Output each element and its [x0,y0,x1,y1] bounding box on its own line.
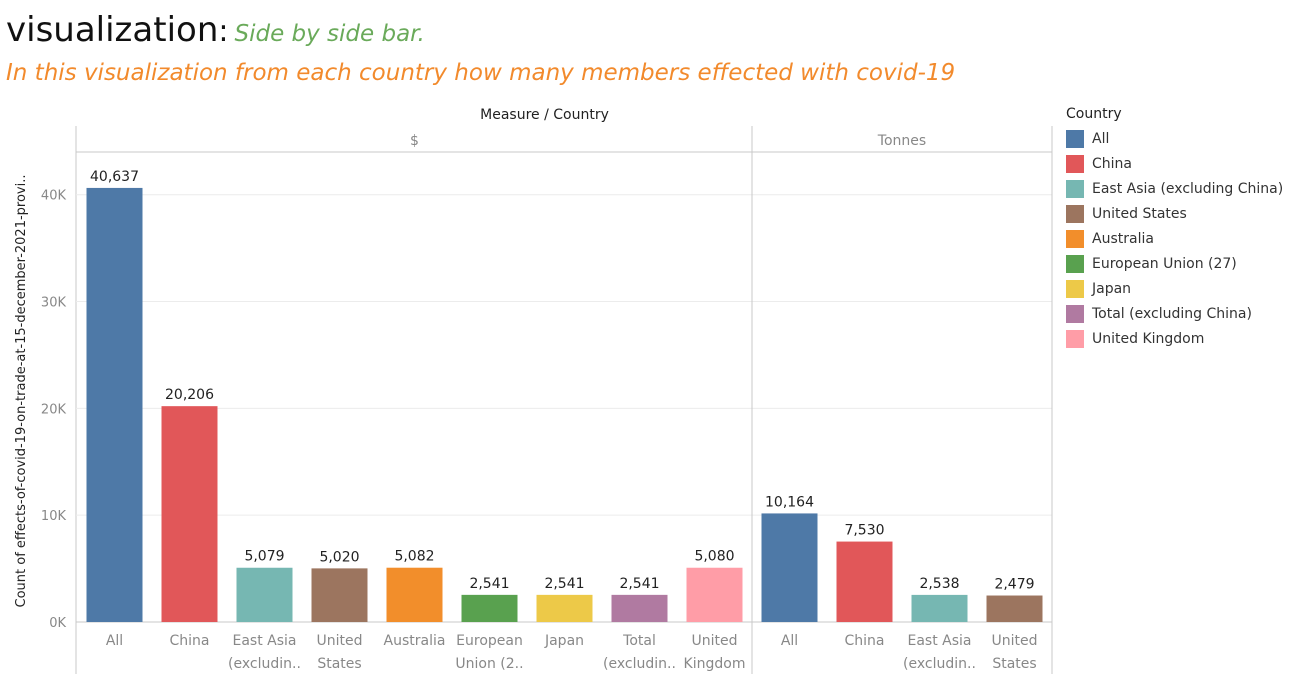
legend-item[interactable]: East Asia (excluding China) [1066,176,1283,201]
x-tick-label: All [106,633,123,649]
legend-swatch [1066,229,1084,248]
bar-australia [386,567,443,622]
y-tick-label: 30K [41,296,67,311]
bar-total-excluding-china- [611,594,668,622]
bar-east-asia-excluding-china- [911,594,968,622]
x-tick-label: China [845,633,885,649]
data-label: 40,637 [90,169,139,185]
x-tick-label: Australia [384,633,446,649]
legend-swatch [1066,154,1084,173]
legend-item[interactable]: Japan [1066,276,1283,301]
y-tick-label: 0K [49,616,66,631]
data-label: 5,082 [394,549,434,565]
x-tick-label: United [692,633,738,649]
legend-item[interactable]: Total (excluding China) [1066,301,1283,326]
x-tick-label: States [992,656,1036,672]
y-axis-label: Count of effects-of-covid-19-on-trade-at… [14,175,29,608]
x-tick-label: All [781,633,798,649]
data-label: 2,541 [469,576,509,592]
x-tick-label: (excludin.. [228,656,301,672]
legend-item[interactable]: China [1066,151,1283,176]
x-tick-label: European [456,633,523,649]
data-label: 5,079 [244,549,284,565]
legend: Country All China East Asia (excluding Chi… [1066,106,1283,351]
legend-swatch [1066,279,1084,298]
x-tick-label: East Asia [233,633,297,649]
x-tick-label: (excludin.. [603,656,676,672]
legend-label: Australia [1092,230,1154,247]
legend-label: China [1092,155,1132,172]
x-tick-label: (excludin.. [903,656,976,672]
bar-united-states [311,568,368,622]
legend-swatch [1066,329,1084,348]
legend-swatch [1066,304,1084,323]
data-label: 2,538 [919,576,959,592]
page-title: visualization [6,10,219,50]
y-tick-label: 40K [41,189,67,204]
data-label: 5,020 [319,549,359,565]
data-label: 10,164 [765,494,814,510]
panel-header-label: $ [410,133,419,149]
bar-united-kingdom [686,567,743,622]
title-row: visualization: Side by side bar. [6,10,425,50]
bar-united-states [986,595,1043,622]
x-tick-label: Japan [544,633,584,649]
data-label: 7,530 [844,523,884,539]
legend-item[interactable]: Australia [1066,226,1283,251]
page-description: In this visualization from each country … [6,60,956,86]
bar-china [161,406,218,622]
bar-european-union-27- [461,594,518,622]
bar-china [836,541,893,622]
bar-all [761,513,818,622]
x-tick-label: States [317,656,361,672]
data-label: 2,541 [544,576,584,592]
legend-item[interactable]: United Kingdom [1066,326,1283,351]
data-label: 2,541 [619,576,659,592]
data-label: 20,206 [165,387,214,403]
title-colon: : [218,14,229,49]
legend-item[interactable]: United States [1066,201,1283,226]
legend-label: Japan [1092,280,1132,297]
x-tick-label: China [170,633,210,649]
page-subtitle: Side by side bar. [234,21,425,47]
legend-swatch [1066,204,1084,223]
legend-swatch [1066,129,1084,148]
legend-swatch [1066,254,1084,273]
legend-title: Country [1066,106,1122,122]
x-tick-label: United [317,633,363,649]
legend-label: East Asia (excluding China) [1092,180,1284,197]
legend-swatch [1066,179,1084,198]
x-tick-label: United [992,633,1038,649]
x-tick-label: Union (2.. [455,656,523,672]
bar-all [86,187,143,622]
bar-japan [536,594,593,622]
legend-item[interactable]: European Union (27) [1066,251,1283,276]
y-tick-label: 20K [41,402,67,417]
x-tick-label: East Asia [908,633,972,649]
legend-label: European Union (27) [1092,255,1237,272]
column-header-label: Measure / Country [480,107,609,123]
legend-label: All [1092,130,1110,147]
legend-item[interactable]: All [1066,126,1283,151]
legend-label: Total (excluding China) [1092,305,1252,322]
y-tick-label: 10K [41,509,67,524]
bar-east-asia-excluding-china- [236,567,293,622]
legend-label: United States [1092,205,1187,222]
data-label: 2,479 [994,577,1034,593]
x-tick-label: Total [622,633,656,649]
x-tick-label: Kingdom [684,656,746,672]
data-label: 5,080 [694,549,734,565]
panel-header-label: Tonnes [877,133,926,149]
legend-label: United Kingdom [1092,330,1205,347]
